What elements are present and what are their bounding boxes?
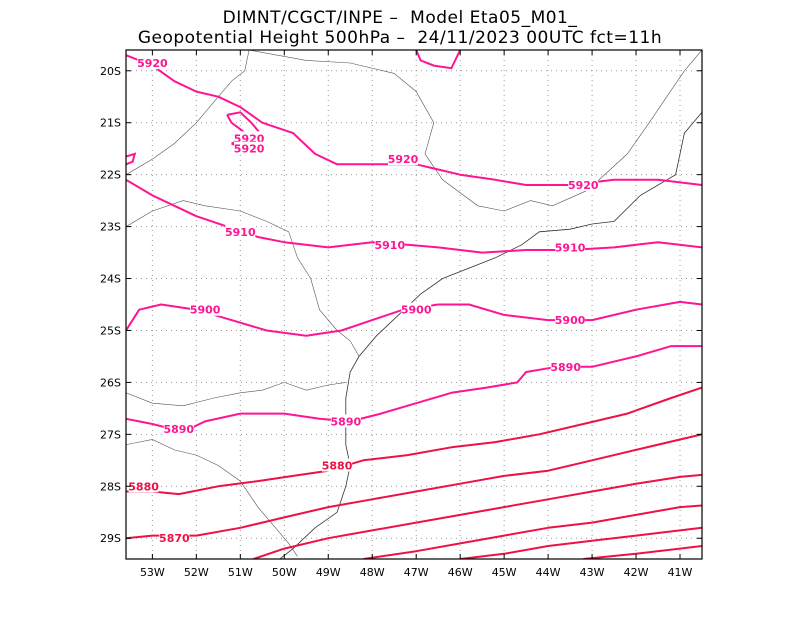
state-border	[126, 50, 250, 175]
contour-label-bg	[322, 458, 353, 472]
contour-closed	[415, 50, 462, 70]
contour-label-bg	[234, 141, 265, 155]
contour-line	[126, 386, 702, 496]
x-tick-label: 43W	[580, 566, 605, 579]
axis-ticks: 53W 52W 51W 50W 49W 48W 47W 46W 45W 44W 43W 42W 41W 2…	[100, 50, 702, 579]
contour-label: 5920	[234, 143, 265, 156]
y-tick-label: 29S	[100, 532, 121, 545]
contour-label-bg	[330, 414, 361, 428]
contour-line	[460, 526, 702, 559]
contour-label-bg	[374, 237, 405, 251]
contour-label: 5910	[555, 241, 586, 254]
x-tick-label: 50W	[272, 566, 297, 579]
contour-label-bg	[401, 302, 432, 316]
contour-label-bg	[234, 131, 265, 145]
contour-line	[126, 178, 702, 254]
contour-label: 5920	[388, 153, 419, 166]
state-border	[249, 50, 702, 212]
x-tick-label: 41W	[668, 566, 693, 579]
contour-label: 5920	[568, 179, 599, 192]
contour-label: 5900	[555, 314, 586, 327]
x-tick-label: 51W	[228, 566, 253, 579]
x-tick-label: 47W	[404, 566, 429, 579]
contour-closed	[126, 152, 137, 166]
y-tick-label: 22S	[100, 169, 121, 182]
x-tick-label: 42W	[624, 566, 649, 579]
contour-label: 5880	[322, 460, 353, 473]
contour-label-bg	[555, 313, 586, 327]
y-tick-label: 26S	[100, 376, 121, 389]
contour-label-bg	[163, 422, 194, 436]
contour-line	[126, 54, 702, 186]
state-border	[126, 382, 346, 407]
y-tick-label: 24S	[100, 273, 121, 286]
y-tick-label: 27S	[100, 428, 121, 441]
contour-label: 5910	[225, 226, 256, 239]
contour-label-bg	[128, 479, 159, 493]
y-tick-label: 25S	[100, 324, 121, 337]
y-tick-label: 21S	[100, 117, 121, 130]
contour-label-bg	[225, 224, 256, 238]
contour-label-bg	[388, 152, 419, 166]
x-tick-label: 44W	[536, 566, 561, 579]
contour-label: 5890	[331, 415, 362, 428]
contour-label-bg	[550, 359, 581, 373]
contour-line	[583, 545, 702, 559]
chart-subtitle: Geopotential Height 500hPa – 24/11/2023 …	[137, 28, 663, 48]
contour-label: 5920	[137, 57, 168, 70]
x-tick-label: 46W	[448, 566, 473, 579]
state-border	[126, 439, 298, 557]
contour-label: 5880	[128, 480, 159, 493]
plot-frame	[125, 49, 703, 560]
coastline	[279, 112, 702, 559]
contour-label: 5900	[190, 304, 221, 317]
chart-title: DIMNT/CGCT/INPE – Model Eta05_M01_	[222, 8, 578, 28]
contour-line	[253, 473, 702, 559]
contour-label: 5890	[550, 361, 581, 374]
contour-label-bg	[190, 302, 221, 316]
y-tick-label: 20S	[100, 65, 121, 78]
y-tick-label: 28S	[100, 480, 121, 493]
contour-label-bg	[568, 178, 599, 192]
x-tick-label: 53W	[140, 566, 165, 579]
x-tick-label: 49W	[316, 566, 341, 579]
contour-label-bg	[137, 55, 168, 69]
contour-line	[126, 433, 702, 540]
contour-label: 5900	[401, 304, 432, 317]
x-tick-label: 52W	[184, 566, 209, 579]
x-tick-label: 45W	[492, 566, 517, 579]
contour-label-bg	[555, 240, 586, 254]
contour-label: 5910	[375, 239, 406, 252]
contour-line	[126, 345, 702, 433]
contour-label: 5890	[163, 423, 194, 436]
x-tick-label: 48W	[360, 566, 385, 579]
contour-label-bg	[159, 531, 190, 545]
contour-line	[363, 504, 702, 559]
y-tick-label: 23S	[100, 221, 121, 234]
contour-label: 5870	[159, 532, 190, 545]
